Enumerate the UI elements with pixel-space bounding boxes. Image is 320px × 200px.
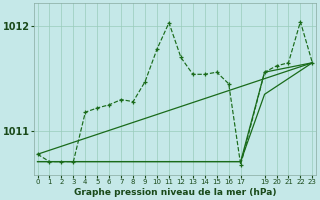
X-axis label: Graphe pression niveau de la mer (hPa): Graphe pression niveau de la mer (hPa) xyxy=(74,188,276,197)
